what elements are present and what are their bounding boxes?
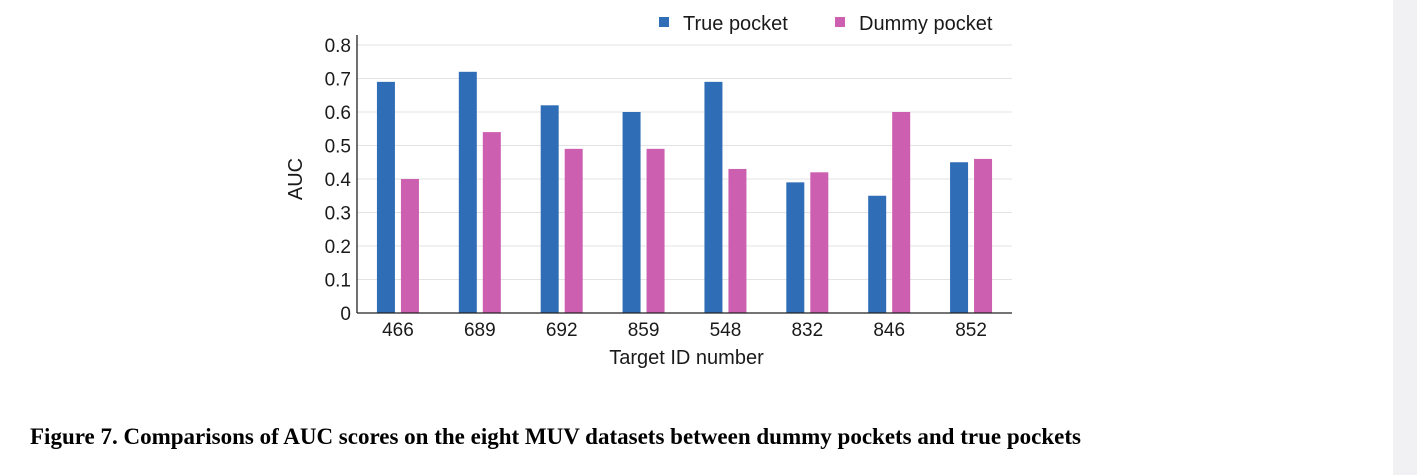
y-tick-labels: 0 0.1 0.2 0.3 0.4 0.5 0.6 0.7 0.8 bbox=[325, 36, 352, 325]
figure-caption: Figure 7. Comparisons of AUC scores on t… bbox=[30, 424, 1081, 449]
legend-swatch-dummy-pocket bbox=[835, 17, 845, 27]
gridlines bbox=[357, 44, 1012, 280]
bar-dummy-pocket-466 bbox=[400, 179, 419, 313]
bar-true-pocket-689 bbox=[458, 71, 477, 313]
bar-dummy-pocket-689 bbox=[482, 132, 501, 313]
side-panel bbox=[1393, 0, 1417, 475]
x-tick-label: 689 bbox=[464, 320, 496, 341]
axes bbox=[356, 35, 1012, 314]
y-tick-label: 0.1 bbox=[325, 271, 351, 292]
bar-dummy-pocket-832 bbox=[810, 172, 829, 313]
bar-true-pocket-832 bbox=[786, 182, 805, 313]
y-tick-label: 0.6 bbox=[325, 103, 351, 124]
bar-dummy-pocket-692 bbox=[564, 148, 583, 313]
y-tick-label: 0.2 bbox=[325, 237, 351, 258]
bar-true-pocket-859 bbox=[622, 112, 641, 313]
bar-true-pocket-692 bbox=[540, 105, 559, 313]
bar-dummy-pocket-859 bbox=[646, 148, 665, 313]
bar-dummy-pocket-852 bbox=[974, 158, 993, 313]
legend-label: True pocket bbox=[683, 13, 788, 35]
bar-true-pocket-846 bbox=[868, 195, 887, 313]
bars bbox=[376, 71, 993, 313]
x-tick-label: 852 bbox=[955, 320, 987, 341]
bar-dummy-pocket-846 bbox=[892, 112, 911, 313]
bar-true-pocket-466 bbox=[376, 81, 395, 313]
legend: True pocket Dummy pocket bbox=[659, 13, 993, 35]
legend-swatch-true-pocket bbox=[659, 17, 669, 27]
x-tick-label: 466 bbox=[382, 320, 414, 341]
x-tick-labels: 466 689 692 859 548 832 846 852 bbox=[382, 320, 987, 341]
y-tick-label: 0 bbox=[340, 304, 351, 325]
bar-dummy-pocket-548 bbox=[728, 168, 747, 313]
bar-true-pocket-548 bbox=[704, 81, 723, 313]
y-tick-label: 0.3 bbox=[325, 204, 351, 225]
x-tick-label: 548 bbox=[710, 320, 742, 341]
bar-chart: 0 0.1 0.2 0.3 0.4 0.5 0.6 0.7 0.8 466 689 692 859 54… bbox=[285, 13, 1012, 369]
x-tick-label: 846 bbox=[873, 320, 905, 341]
y-tick-label: 0.8 bbox=[325, 36, 351, 57]
x-tick-label: 832 bbox=[791, 320, 823, 341]
y-axis-title: AUC bbox=[285, 158, 307, 200]
y-tick-label: 0.4 bbox=[325, 170, 352, 191]
x-axis-title: Target ID number bbox=[609, 347, 764, 369]
y-tick-label: 0.5 bbox=[325, 137, 351, 158]
x-tick-label: 692 bbox=[546, 320, 578, 341]
legend-label: Dummy pocket bbox=[859, 13, 993, 35]
y-tick-label: 0.7 bbox=[325, 70, 351, 91]
x-tick-label: 859 bbox=[628, 320, 660, 341]
bar-true-pocket-852 bbox=[950, 162, 969, 313]
